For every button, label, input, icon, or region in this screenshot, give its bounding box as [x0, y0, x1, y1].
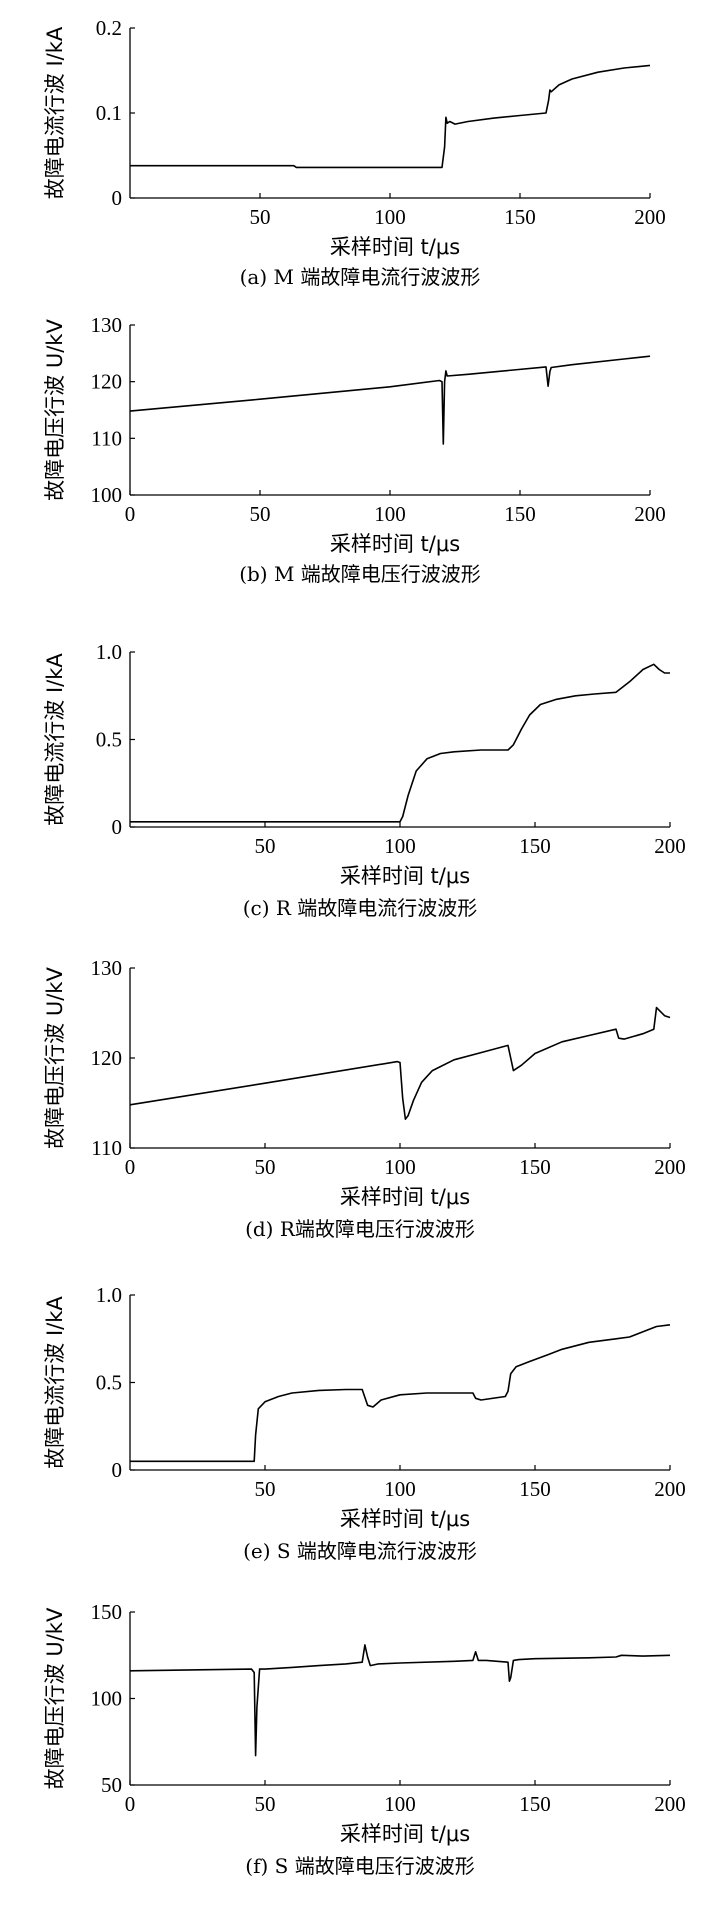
y-axis-label: 故障电压行波 U/kV — [43, 1607, 67, 1789]
y-axis-label: 故障电流行波 I/kA — [43, 1296, 67, 1469]
x-axis-label: 采样时间 t/μs — [340, 1185, 470, 1209]
y-tick-label: 1.0 — [96, 640, 122, 664]
x-tick-label: 100 — [384, 1477, 416, 1501]
chart-panel-5: 50 100 150 200 0 0.5 1.0 采样时间 t/μs 故障电流行波 I/kA (e… — [43, 1283, 686, 1563]
chart-caption: (c) R 端故障电流行波波形 — [243, 896, 478, 920]
y-tick-label: 0 — [112, 186, 123, 210]
x-tick-label: 150 — [519, 1155, 551, 1179]
x-axis-label: 采样时间 t/μs — [330, 532, 460, 556]
y-axis-label: 故障电流行波 I/kA — [43, 653, 67, 826]
x-tick-label: 150 — [519, 1477, 551, 1501]
x-tick-label: 100 — [384, 1792, 416, 1816]
y-tick-label: 150 — [91, 1600, 123, 1624]
x-tick-label: 200 — [654, 834, 686, 858]
x-tick-label: 100 — [384, 834, 416, 858]
series-line — [129, 355, 651, 445]
chart-panel-1: 50 100 150 200 0 0.1 0.2 采样时间 t/μs 故障电流行波 I/kA (a… — [43, 16, 666, 289]
series-line — [130, 64, 651, 169]
y-axis-label: 故障电压行波 U/kV — [43, 967, 67, 1149]
y-tick-label: 110 — [91, 1136, 122, 1160]
x-tick-label: 100 — [374, 205, 406, 229]
y-tick-label: 1.0 — [96, 1283, 122, 1307]
x-tick-label: 200 — [634, 502, 666, 526]
x-tick-label: 0 — [125, 1155, 136, 1179]
y-tick-label: 0 — [112, 1458, 123, 1482]
series-line — [129, 1006, 671, 1120]
chart-panel-3: 50 100 150 200 0 0.5 1.0 采样时间 t/μs 故障电流行波 I/kA (c… — [43, 640, 686, 920]
chart-caption: (a) M 端故障电流行波波形 — [240, 265, 481, 289]
y-axis-label: 故障电压行波 U/kV — [43, 319, 67, 501]
y-tick-label: 50 — [101, 1773, 122, 1797]
y-tick-label: 130 — [91, 313, 123, 337]
x-tick-label: 50 — [255, 1155, 276, 1179]
x-tick-label: 150 — [519, 1792, 551, 1816]
series-line — [130, 1324, 671, 1463]
x-tick-label: 50 — [255, 1477, 276, 1501]
y-tick-label: 0.5 — [96, 728, 122, 752]
x-tick-label: 200 — [634, 205, 666, 229]
chart-caption: (e) S 端故障电流行波波形 — [243, 1539, 477, 1563]
y-tick-label: 0.2 — [96, 16, 122, 40]
chart-caption: (f) S 端故障电压行波波形 — [245, 1854, 474, 1878]
y-tick-label: 120 — [91, 1046, 123, 1070]
chart-panel-4: 0 50 100 150 200 110 120 130 采样时间 t/μs 故障电压行波 U/k… — [43, 956, 686, 1241]
x-tick-label: 50 — [250, 205, 271, 229]
x-tick-label: 200 — [654, 1792, 686, 1816]
y-tick-label: 0 — [112, 815, 123, 839]
y-tick-label: 0.1 — [96, 101, 122, 125]
x-axis-label: 采样时间 t/μs — [340, 1507, 470, 1531]
x-tick-label: 0 — [125, 1792, 136, 1816]
chart-caption: (d) R端故障电压行波波形 — [245, 1217, 475, 1241]
x-tick-label: 150 — [519, 834, 551, 858]
y-axis-label: 故障电流行波 I/kA — [43, 26, 67, 199]
y-tick-label: 0.5 — [96, 1371, 122, 1395]
x-tick-label: 150 — [504, 205, 536, 229]
y-tick-label: 130 — [91, 956, 123, 980]
x-axis-label: 采样时间 t/μs — [340, 1822, 470, 1846]
x-tick-label: 200 — [654, 1477, 686, 1501]
series-line — [130, 663, 670, 823]
x-tick-label: 0 — [125, 502, 136, 526]
y-tick-label: 100 — [91, 483, 123, 507]
x-tick-label: 150 — [504, 502, 536, 526]
chart-caption: (b) M 端故障电压行波波形 — [239, 562, 481, 586]
x-tick-label: 100 — [374, 502, 406, 526]
x-tick-label: 50 — [255, 834, 276, 858]
series-line — [129, 1644, 671, 1757]
chart-panel-2: 0 50 100 150 200 100 110 120 130 采样时间 t/μs 故障电压行波 … — [43, 313, 666, 586]
x-tick-label: 50 — [255, 1792, 276, 1816]
y-tick-label: 100 — [91, 1687, 123, 1711]
y-tick-label: 110 — [91, 426, 122, 450]
x-tick-label: 100 — [384, 1155, 416, 1179]
x-axis-label: 采样时间 t/μs — [330, 235, 460, 259]
x-tick-label: 200 — [654, 1155, 686, 1179]
x-axis-label: 采样时间 t/μs — [340, 864, 470, 888]
x-tick-label: 50 — [250, 502, 271, 526]
y-tick-label: 120 — [91, 370, 123, 394]
